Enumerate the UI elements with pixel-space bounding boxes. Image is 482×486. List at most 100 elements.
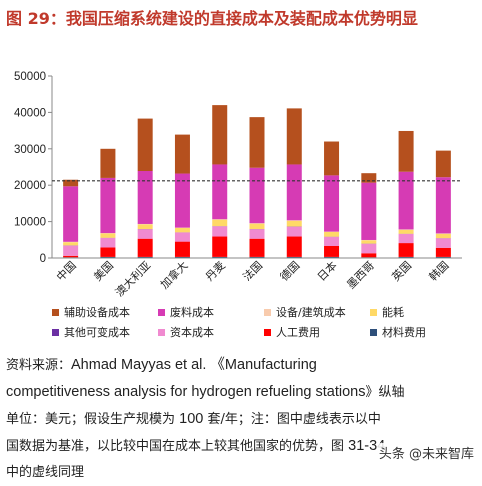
bar-segment xyxy=(324,175,339,231)
bar-segment xyxy=(361,240,376,243)
bar-segment xyxy=(250,239,265,257)
legend-swatch xyxy=(158,329,165,336)
bar-segment xyxy=(324,142,339,176)
bar-segment xyxy=(399,131,414,172)
bar-segment xyxy=(436,248,451,257)
bar-segment xyxy=(138,171,153,224)
bar-segment xyxy=(212,105,227,164)
y-tick-label: 50000 xyxy=(14,71,46,83)
bar-segment xyxy=(100,238,115,247)
y-tick-label: 0 xyxy=(40,253,46,265)
bar-segment xyxy=(250,117,265,168)
x-tick-label: 日本 xyxy=(314,258,339,283)
bar-segment xyxy=(361,253,376,257)
bar-segment xyxy=(399,230,414,234)
bar-segment xyxy=(250,168,265,224)
legend-label: 辅助设备成本 xyxy=(64,305,130,319)
bar-segment xyxy=(138,239,153,257)
x-tick-label: 加拿大 xyxy=(157,258,190,291)
source-text: 套/年；注：图中虚线表示以中 xyxy=(203,412,381,427)
x-tick-label: 澳大利亚 xyxy=(112,258,153,299)
bar-segment xyxy=(399,234,414,243)
x-tick-label: 墨西哥 xyxy=(344,259,377,292)
bar-segment xyxy=(212,226,227,236)
legend-item: 其他可变成本 xyxy=(52,325,130,339)
x-axis: 中国美国澳大利亚加拿大丹麦法国德国日本墨西哥英国韩国 xyxy=(52,258,462,299)
x-tick-label: 美国 xyxy=(91,259,116,284)
legend-item: 辅助设备成本 xyxy=(52,305,130,319)
bar-segment xyxy=(324,237,339,246)
y-tick-label: 40000 xyxy=(14,107,46,119)
source-text: 100 xyxy=(179,411,203,427)
bar-segment xyxy=(175,135,190,174)
watermark: 头条 @未来智库 xyxy=(377,443,476,462)
y-axis: 0 10000 20000 30000 40000 50000 xyxy=(14,71,52,265)
source-text: 国数据为基准，以比较中国在成本上较其他国家的优势，图 xyxy=(6,439,348,454)
bar-segment xyxy=(63,242,78,245)
bar-segment xyxy=(175,174,190,228)
source-line: 资料来源：Ahmad Mayyas et al. 《Manufacturing xyxy=(6,352,476,379)
x-tick-label: 韩国 xyxy=(426,258,451,283)
bar-segment xyxy=(287,108,302,164)
figure-title: 图 29：我国压缩系统建设的直接成本及装配成本优势明显 xyxy=(6,6,474,31)
legend-swatch xyxy=(264,329,271,336)
source-line: 单位：美元；假设生产规模为 100 套/年；注：图中虚线表示以中 xyxy=(6,406,476,433)
bar-segment xyxy=(100,247,115,256)
legend-label: 材料费用 xyxy=(382,325,426,339)
source-text: 资料来源： xyxy=(6,358,71,373)
y-tick-label: 10000 xyxy=(14,217,46,229)
bar-segment xyxy=(100,178,115,233)
bar-segment xyxy=(138,229,153,238)
source-text: 中的虚线同理 xyxy=(6,465,84,480)
bar-segment xyxy=(63,180,78,187)
source-text: Ahmad Mayyas et al. 《Manufacturing xyxy=(71,357,317,373)
legend-label: 废料成本 xyxy=(170,305,214,319)
bar-segment xyxy=(175,228,190,232)
source-text: competitiveness analysis for hydrogen re… xyxy=(6,384,365,400)
legend-label: 资本成本 xyxy=(170,325,214,339)
bar-segment xyxy=(138,224,153,229)
stacked-bar-chart: 0 10000 20000 30000 40000 50000 中国美国澳大利亚加拿大丹麦… xyxy=(0,62,482,352)
source-note: 资料来源：Ahmad Mayyas et al. 《Manufacturing c… xyxy=(6,352,476,486)
legend-swatch xyxy=(264,309,271,316)
legend-item: 材料费用 xyxy=(370,325,426,339)
x-tick-label: 丹麦 xyxy=(203,259,228,284)
source-text: 单位：美元；假设生产规模为 xyxy=(6,412,179,427)
bar-segment xyxy=(63,256,78,257)
bar-stacks xyxy=(52,105,462,258)
legend-item: 设备/建筑成本 xyxy=(264,305,346,319)
legend-swatch xyxy=(52,309,59,316)
bar-segment xyxy=(138,119,153,171)
legend-item: 能耗 xyxy=(370,305,404,319)
bar-segment xyxy=(250,224,265,229)
bar-segment xyxy=(287,227,302,237)
source-line: 中的虚线同理 xyxy=(6,460,476,486)
y-tick-label: 30000 xyxy=(14,144,46,156)
legend-swatch xyxy=(52,329,59,336)
source-line: competitiveness analysis for hydrogen re… xyxy=(6,379,476,406)
bar-segment xyxy=(63,246,78,256)
bar-segment xyxy=(436,177,451,233)
bar-segment xyxy=(287,237,302,257)
bar-segment xyxy=(212,164,227,219)
legend-label: 人工费用 xyxy=(276,326,320,339)
legend-label: 其他可变成本 xyxy=(64,325,130,339)
legend-item: 废料成本 xyxy=(158,305,214,319)
bar-segment xyxy=(100,233,115,237)
bar-segment xyxy=(212,220,227,227)
legend-label: 能耗 xyxy=(382,305,404,319)
bar-segment xyxy=(63,186,78,242)
bar-segment xyxy=(175,242,190,257)
bar-segment xyxy=(324,232,339,237)
x-tick-label: 德国 xyxy=(277,258,302,283)
x-tick-label: 中国 xyxy=(54,259,79,284)
x-tick-label: 英国 xyxy=(389,258,414,283)
bar-segment xyxy=(436,151,451,178)
legend-swatch xyxy=(370,309,377,316)
bar-segment xyxy=(361,183,376,240)
y-tick-label: 20000 xyxy=(14,180,46,192)
source-text: 》纵轴 xyxy=(365,385,404,400)
legend-item: 资本成本 xyxy=(158,325,214,339)
bar-segment xyxy=(175,233,190,242)
